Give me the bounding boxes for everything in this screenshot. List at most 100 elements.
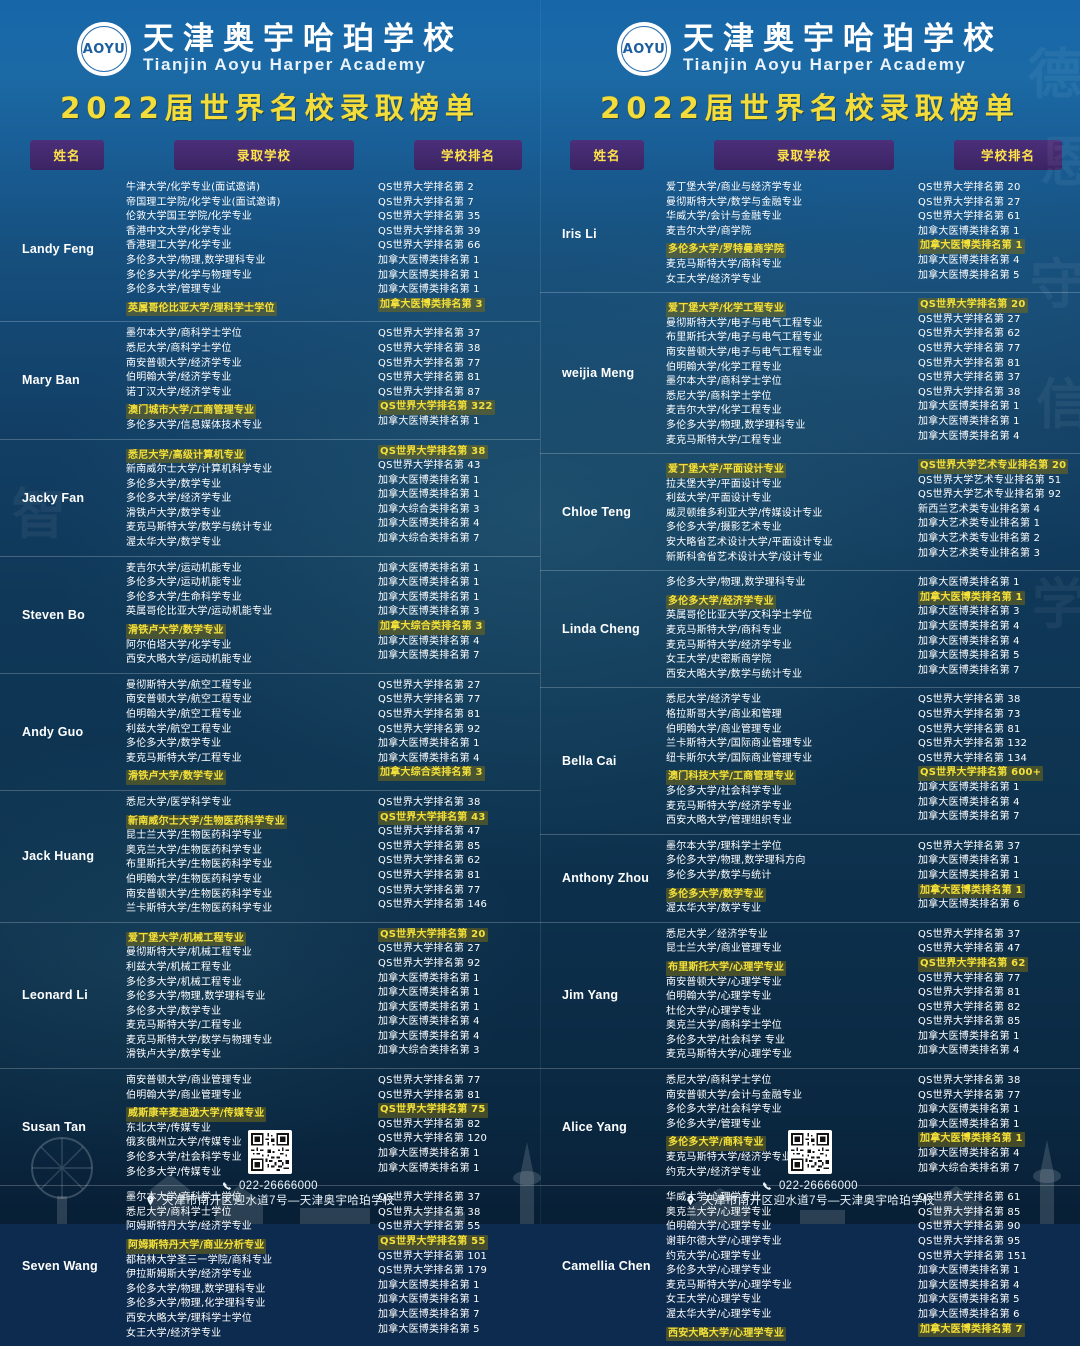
school-entry: 多伦多大学/经济学专业 [126, 493, 232, 505]
school-entry: 麦克马斯特大学/商科专业 [666, 258, 782, 270]
rank-label: QS世界大学排名第 120 [378, 1133, 488, 1145]
table-row: Andy Guo 曼彻斯特大学/航空工程专业 南安普顿大学/航空工程专业 伯明翰大学/… [0, 674, 540, 791]
school-entry: 多伦多大学/传媒专业 [126, 1166, 222, 1178]
footer-address-line-right: 天津市南开区迎水道7号—天津奥宇哈珀学校 [540, 1192, 1080, 1208]
school-entry: 华威大学/会计与金融专业 [666, 211, 782, 223]
school-entry: 女王大学/经济学专业 [666, 273, 762, 285]
school-entry: 拉夫堡大学/平面设计专业 [666, 478, 782, 490]
table-row: Bella Cai 悉尼大学/经济学专业 格拉斯哥大学/商业和管理 伯明翰大学/商业管… [540, 688, 1080, 835]
table-row: Mary Ban 墨尔本大学/商科学士学位 悉尼大学/商科学士学位 南安普顿大学/经济… [0, 322, 540, 440]
table-row: Landy Feng 牛津大学/化学专业(面试邀请) 帝国理工学院/化学专业(面试邀… [0, 176, 540, 323]
school-entry: 西安大略大学/运动机能专业 [126, 654, 252, 666]
student-name: Andy Guo [22, 724, 84, 739]
rank-label: 新西兰艺术类专业排名第 4 [918, 503, 1041, 515]
school-entry: 麦克马斯特大学/商科专业 [666, 625, 782, 637]
rank-label: 加拿大医博类排名第 4 [918, 635, 1020, 647]
rank-column: QS世界大学排名第 37 QS世界大学排名第 47 QS世界大学排名第 62 QS世界… [918, 928, 1080, 1063]
school-entry: 利兹大学/平面设计专业 [666, 493, 772, 505]
table-row: Jack Huang 悉尼大学/医学科学专业 新南威尔士大学/生物医药科学专业 昆士兰… [0, 791, 540, 923]
school-entry: 奥克兰大学/生物医药科学专业 [126, 844, 263, 856]
school-entry: 悉尼大学/商科学士学位 [126, 1206, 378, 1221]
skyline-illustration [31, 1137, 1061, 1224]
rank-label: 加拿大医博类排名第 1 [378, 577, 480, 589]
rank-label: 加拿大医博类排名第 1 [918, 869, 1020, 881]
school-entry: 曼彻斯特大学/电子与电气工程专业 [666, 317, 823, 329]
school-entry: 女王大学/心理学专业 [666, 1294, 762, 1306]
rank-label: QS世界大学排名第 81 [378, 372, 481, 384]
phone-icon-right [762, 1181, 772, 1190]
column-header-rank: 学校排名 [414, 140, 522, 170]
rank-label: QS世界大学排名第 66 [378, 240, 481, 252]
rank-label: 加拿大医博类排名第 5 [378, 1323, 480, 1335]
rank-label: 加拿大医博类排名第 1 [378, 284, 480, 296]
school-entry: 昆士兰大学/商业管理专业 [666, 943, 782, 955]
school-entry: 威灵顿维多利亚大学/传媒设计专业 [666, 507, 823, 519]
rank-label: 加拿大医博类排名第 6 [918, 899, 1020, 911]
rank-label: QS世界大学排名第 81 [918, 723, 1021, 735]
school-entry: 南安普顿大学/生物医药科学专业 [126, 888, 273, 900]
rank-label: 加拿大医博类排名第 1 [378, 415, 480, 427]
rank-label: QS世界大学排名第 37 [918, 372, 1021, 384]
school-entry: 多伦多大学/罗特曼商学院 [666, 243, 787, 258]
rank-label: 加拿大医博类排名第 1 [378, 1279, 480, 1291]
school-column: 多伦多大学/物理,数学理科专业 多伦多大学/经济学专业 英属哥伦比亚大学/文科学士学… [666, 576, 918, 682]
column-header-rank-right: 学校排名 [954, 140, 1062, 170]
school-entry: 滑铁卢大学/数学专业 [126, 507, 222, 519]
rank-label: 加拿大医博类排名第 5 [918, 650, 1020, 662]
school-entry: 多伦多大学/管理专业 [126, 284, 222, 296]
footer-phone-line-right: 022-26666000 [540, 1180, 1080, 1192]
school-entry: 多伦多大学/商科专业 [666, 1136, 766, 1152]
school-entry: 杜伦大学/心理学专业 [666, 1005, 762, 1017]
rank-column: QS世界大学排名第 2 QS世界大学排名第 7 QS世界大学排名第 35 QS世界大学… [378, 181, 540, 316]
school-entry: 多伦多大学/信息媒体技术专业 [126, 419, 263, 431]
title-bar-right: 2022届世界名校录取榜单 [540, 85, 1080, 127]
student-name: Mary Ban [22, 373, 80, 388]
school-entry: 利兹大学/机械工程专业 [126, 961, 232, 973]
school-entry: 多伦多大学/运动机能专业 [126, 577, 242, 589]
rank-label: 加拿大医博类排名第 5 [918, 1294, 1020, 1306]
school-entry: 多伦多大学/物理,数学理科专业 [666, 577, 806, 589]
left-panel: AOYU 天津奥宇哈珀学校 Tianjin Aoyu Harper Academ… [0, 0, 540, 1339]
rank-label: 加拿大医博类排名第 1 [918, 401, 1020, 413]
rank-label: 加拿大医博类排名第 4 [918, 430, 1020, 442]
rank-label: QS世界大学排名第 92 [378, 957, 481, 969]
rank-label: QS世界大学排名第 85 [918, 1016, 1021, 1028]
phone-icon [222, 1181, 232, 1190]
school-column: 悉尼大学/经济学专业 格拉斯哥大学/商业和管理 伯明翰大学/商业管理专业 兰卡斯特大学… [666, 693, 918, 828]
school-entry: 麦克马斯特大学/心理学专业 [666, 1279, 792, 1291]
school-entry: 阿姆斯特丹大学/商业分析专业 [126, 1239, 267, 1254]
school-entry: 悉尼大学/经济学专业 [666, 694, 762, 706]
school-entry: 布里斯托大学/心理学专业 [666, 960, 787, 976]
rank-column: QS世界大学排名第 37 QS世界大学排名第 38 QS世界大学排名第 77 QS世界… [378, 327, 540, 433]
footer-phone-line: 022-26666000 [0, 1180, 540, 1192]
school-entry: 华威大学/心理学专业 [666, 1191, 918, 1206]
school-entry: 伯明翰大学/航空工程专业 [126, 709, 242, 720]
rank-label: QS世界大学排名第 2 [378, 182, 474, 193]
rank-label: QS世界大学艺术专业排名第 20 [918, 459, 1069, 474]
rank-label: QS世界大学排名第 85 [378, 840, 481, 852]
school-entry: 多伦多大学/数学专业 [126, 1005, 222, 1017]
rank-label: QS世界大学排名第 322 [378, 400, 495, 415]
rank-label: 加拿大医博类排名第 1 [378, 562, 480, 574]
column-headers: 姓名 录取学校 学校排名 [0, 140, 540, 170]
school-column: 悉尼大学／经济学专业 昆士兰大学/商业管理专业 布里斯托大学/心理学专业 南安普顿大学… [666, 928, 918, 1063]
school-column: 爱丁堡大学/商业与经济学专业 曼彻斯特大学/数学与金融专业 华威大学/会计与金融专业… [666, 181, 918, 287]
brand-header: AOYU 天津奥宇哈珀学校 Tianjin Aoyu Harper Academ… [0, 0, 540, 76]
school-entry: 利兹大学/航空工程专业 [126, 723, 232, 735]
school-entry: 俄亥俄州立大学/传媒专业 [126, 1137, 242, 1149]
rank-label: QS世界大学排名第 77 [378, 1075, 481, 1087]
school-entry: 西安大略大学/理科学士学位 [126, 1312, 252, 1324]
school-entry: 南安普顿大学/商业管理专业 [126, 1075, 252, 1087]
student-name: Linda Cheng [562, 622, 640, 637]
rank-column: QS世界大学排名第 20 QS世界大学排名第 27 QS世界大学排名第 61 加拿大医… [918, 181, 1080, 287]
school-entry: 多伦多大学/机械工程专业 [126, 976, 242, 988]
rank-label: 加拿大医博类排名第 1 [378, 1148, 480, 1160]
rank-label: 加拿大医博类排名第 1 [918, 225, 1020, 237]
school-entry: 爱丁堡大学/平面设计专业 [666, 463, 787, 478]
school-entry: 多伦多大学/物理,化学理科专业 [126, 1298, 266, 1310]
location-pin-icon [147, 1195, 154, 1205]
school-entry: 南安普顿大学/电子与电气工程专业 [666, 346, 823, 358]
brand-header-right: AOYU 天津奥宇哈珀学校 Tianjin Aoyu Harper Academ… [540, 0, 1080, 76]
school-entry: 多伦多大学/物理,数学理科专业 [126, 991, 266, 1003]
